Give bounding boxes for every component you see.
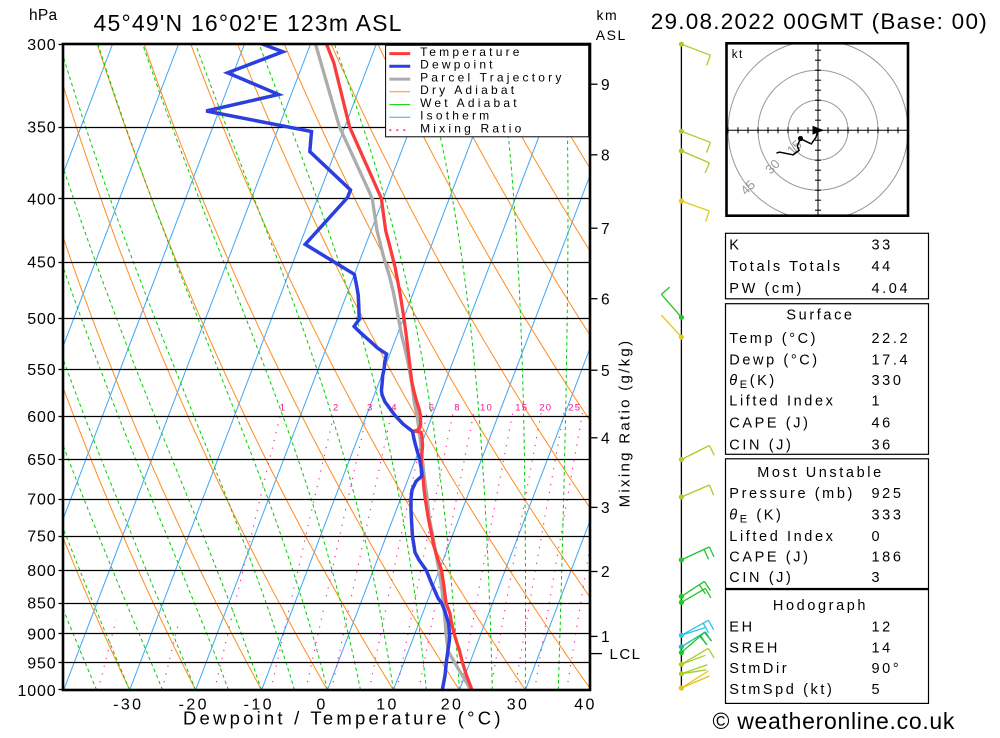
- svg-text:3: 3: [872, 570, 883, 586]
- svg-text:Pressure (mb): Pressure (mb): [729, 486, 855, 502]
- svg-text:hPa: hPa: [29, 7, 58, 24]
- svg-text:10: 10: [480, 402, 493, 413]
- svg-text:800: 800: [27, 563, 56, 580]
- svg-text:3: 3: [601, 500, 610, 517]
- svg-text:20: 20: [539, 402, 552, 413]
- svg-text:330: 330: [872, 373, 904, 389]
- svg-text:Dewpoint: Dewpoint: [420, 58, 496, 72]
- svg-text:θE(K): θE(K): [729, 373, 777, 391]
- svg-text:Dry Adiabat: Dry Adiabat: [420, 83, 517, 97]
- svg-text:7: 7: [601, 221, 610, 238]
- svg-text:333: 333: [872, 508, 904, 524]
- svg-text:500: 500: [27, 311, 56, 328]
- svg-text:25: 25: [568, 402, 581, 413]
- svg-text:15: 15: [515, 402, 528, 413]
- svg-text:CIN (J): CIN (J): [729, 438, 793, 454]
- svg-text:5: 5: [872, 682, 883, 698]
- svg-text:2: 2: [601, 564, 610, 581]
- svg-text:θE (K): θE (K): [729, 508, 783, 526]
- svg-text:10: 10: [376, 697, 399, 714]
- svg-text:850: 850: [27, 596, 56, 613]
- svg-text:EH: EH: [729, 620, 754, 636]
- svg-text:Isotherm: Isotherm: [420, 109, 492, 123]
- svg-text:1000: 1000: [18, 683, 57, 700]
- svg-text:33: 33: [872, 237, 893, 253]
- svg-text:1: 1: [872, 393, 883, 409]
- svg-text:-30: -30: [113, 697, 143, 714]
- svg-text:1: 1: [601, 629, 610, 646]
- svg-text:90°: 90°: [872, 661, 902, 677]
- svg-text:700: 700: [27, 492, 56, 509]
- svg-text:CAPE (J): CAPE (J): [729, 550, 810, 566]
- svg-text:900: 900: [27, 626, 56, 643]
- svg-text:950: 950: [27, 655, 56, 672]
- svg-text:36: 36: [872, 438, 893, 454]
- svg-text:Surface: Surface: [786, 308, 854, 324]
- svg-text:Temperature: Temperature: [420, 45, 523, 59]
- svg-text:450: 450: [27, 255, 56, 272]
- svg-text:PW (cm): PW (cm): [729, 281, 804, 297]
- svg-text:Lifted Index: Lifted Index: [729, 393, 835, 409]
- svg-text:44: 44: [872, 259, 893, 275]
- svg-text:4: 4: [601, 430, 610, 447]
- svg-text:20: 20: [441, 697, 464, 714]
- svg-text:Dewp (°C): Dewp (°C): [729, 352, 819, 368]
- svg-text:45°49'N 16°02'E 123m ASL: 45°49'N 16°02'E 123m ASL: [94, 10, 403, 36]
- svg-text:4.04: 4.04: [872, 281, 911, 297]
- svg-text:12: 12: [872, 620, 893, 636]
- svg-text:550: 550: [27, 362, 56, 379]
- svg-text:300: 300: [27, 37, 56, 54]
- svg-text:5: 5: [601, 363, 610, 380]
- svg-text:Hodograph: Hodograph: [773, 598, 868, 614]
- svg-text:400: 400: [27, 191, 56, 208]
- svg-text:6: 6: [601, 291, 610, 308]
- svg-text:600: 600: [27, 409, 56, 426]
- svg-text:0: 0: [316, 697, 327, 714]
- svg-text:Most Unstable: Most Unstable: [757, 465, 883, 481]
- svg-text:Parcel Trajectory: Parcel Trajectory: [420, 70, 564, 84]
- svg-text:StmDir: StmDir: [729, 661, 789, 677]
- svg-text:14: 14: [872, 640, 893, 656]
- svg-text:186: 186: [872, 550, 904, 566]
- svg-text:30: 30: [507, 697, 530, 714]
- svg-text:km: km: [597, 7, 619, 23]
- svg-text:9: 9: [601, 77, 610, 94]
- svg-text:StmSpd (kt): StmSpd (kt): [729, 682, 834, 698]
- svg-text:-10: -10: [244, 697, 274, 714]
- svg-text:Mixing Ratio: Mixing Ratio: [420, 121, 524, 135]
- svg-text:K: K: [729, 237, 741, 253]
- svg-text:Wet Adiabat: Wet Adiabat: [420, 96, 520, 110]
- svg-text:2: 2: [333, 402, 339, 413]
- svg-text:650: 650: [27, 452, 56, 469]
- svg-text:4: 4: [391, 402, 397, 413]
- svg-text:8: 8: [454, 402, 460, 413]
- svg-text:750: 750: [27, 529, 56, 546]
- svg-text:1: 1: [280, 402, 286, 413]
- svg-text:Totals Totals: Totals Totals: [729, 259, 842, 275]
- svg-text:kt: kt: [732, 49, 744, 61]
- svg-text:40: 40: [574, 697, 597, 714]
- svg-text:Lifted Index: Lifted Index: [729, 529, 835, 545]
- svg-text:-20: -20: [179, 697, 209, 714]
- svg-text:CIN (J): CIN (J): [729, 570, 793, 586]
- svg-text:6: 6: [429, 402, 435, 413]
- svg-text:925: 925: [872, 486, 904, 502]
- svg-text:22.2: 22.2: [872, 331, 911, 347]
- svg-text:LCL: LCL: [610, 646, 642, 663]
- svg-text:29.08.2022 00GMT (Base: 00): 29.08.2022 00GMT (Base: 00): [651, 9, 988, 34]
- svg-text:ASL: ASL: [596, 27, 627, 43]
- svg-text:Mixing Ratio (g/kg): Mixing Ratio (g/kg): [617, 339, 634, 508]
- svg-text:46: 46: [872, 416, 893, 432]
- svg-text:© weatheronline.co.uk: © weatheronline.co.uk: [713, 708, 956, 733]
- svg-text:0: 0: [872, 529, 883, 545]
- svg-text:17.4: 17.4: [872, 352, 911, 368]
- svg-text:SREH: SREH: [729, 640, 780, 656]
- svg-text:8: 8: [601, 147, 610, 164]
- svg-text:Temp (°C): Temp (°C): [729, 331, 818, 347]
- svg-text:Dewpoint / Temperature (°C): Dewpoint / Temperature (°C): [183, 707, 504, 728]
- svg-text:3: 3: [367, 402, 373, 413]
- svg-text:CAPE (J): CAPE (J): [729, 416, 810, 432]
- svg-text:350: 350: [27, 120, 56, 137]
